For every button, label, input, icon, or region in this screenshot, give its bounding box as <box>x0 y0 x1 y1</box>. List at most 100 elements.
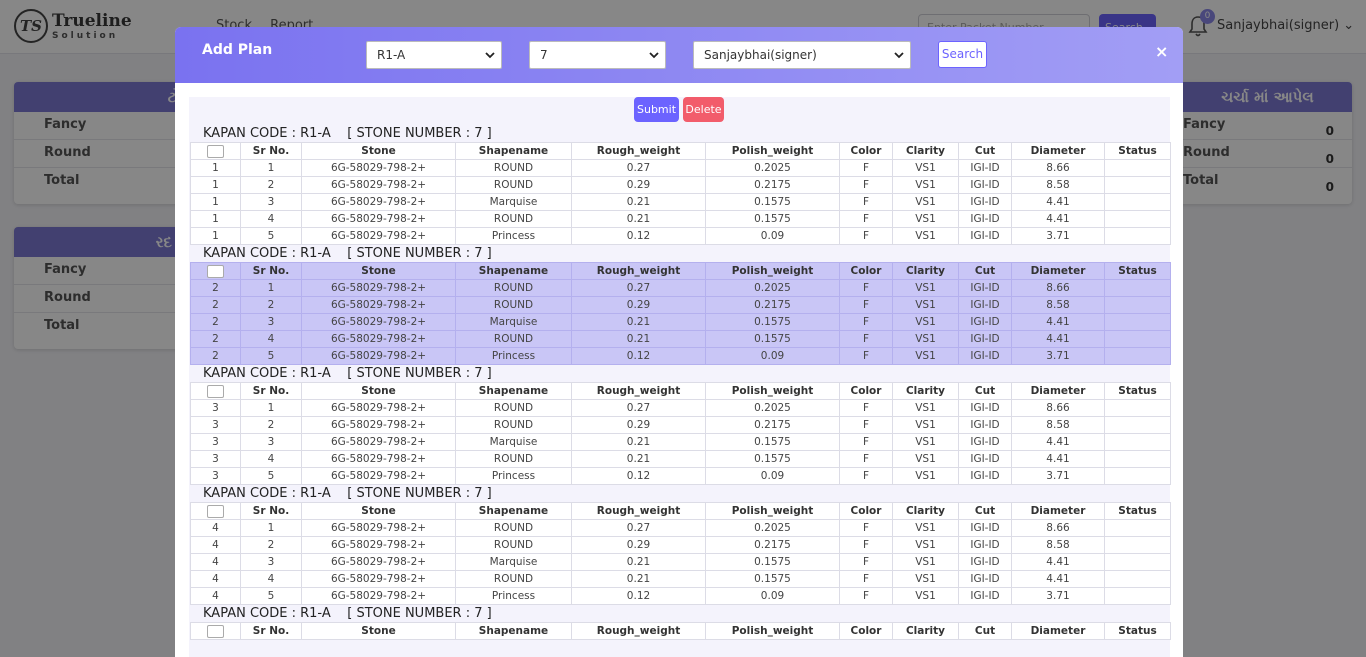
table-row[interactable]: 2 4 6G-58029-798-2+ ROUND 0.21 0.1575 F VS1 IGI-… <box>190 330 1171 348</box>
kapan-select-value: R1-A <box>377 48 406 62</box>
cell-clarity: VS1 <box>892 347 959 365</box>
card-row-total: Total <box>44 173 80 188</box>
cell-shapename: Princess <box>455 347 572 365</box>
header-status: Status <box>1104 622 1171 640</box>
cell-stone: 6G-58029-798-2+ <box>301 399 456 417</box>
cell-rough-weight: 0.29 <box>571 296 706 314</box>
table-row[interactable]: 4 1 6G-58029-798-2+ ROUND 0.27 0.2025 F VS1 IGI-… <box>190 519 1171 537</box>
table-row[interactable]: 3 1 6G-58029-798-2+ ROUND 0.27 0.2025 F VS1 IGI-… <box>190 399 1171 417</box>
select-all-cell <box>190 502 241 520</box>
table-row[interactable]: 1 4 6G-58029-798-2+ ROUND 0.21 0.1575 F VS1 IGI-… <box>190 210 1171 228</box>
cell-sr-no: 5 <box>240 467 302 485</box>
table-row[interactable]: 3 2 6G-58029-798-2+ ROUND 0.29 0.2175 F VS1 IGI-… <box>190 416 1171 434</box>
cell-cut: IGI-ID <box>958 159 1012 177</box>
table-row[interactable]: 4 4 6G-58029-798-2+ ROUND 0.21 0.1575 F VS1 IGI-… <box>190 570 1171 588</box>
cell-plan-no: 3 <box>190 450 241 468</box>
cell-rough-weight: 0.21 <box>571 553 706 571</box>
cell-sr-no: 4 <box>240 450 302 468</box>
table-row[interactable]: 2 1 6G-58029-798-2+ ROUND 0.27 0.2025 F VS1 IGI-… <box>190 279 1171 297</box>
table-header-row: Sr No. Stone Shapename Rough_weight Polish_w… <box>190 382 1171 400</box>
cell-status <box>1104 227 1171 245</box>
chevron-down-icon <box>894 52 904 59</box>
cell-color: F <box>839 587 893 605</box>
delete-button[interactable]: Delete <box>683 97 724 122</box>
select-all-cell <box>190 142 241 160</box>
cell-status <box>1104 399 1171 417</box>
search-button[interactable]: Search <box>938 41 987 68</box>
table-row[interactable]: 4 5 6G-58029-798-2+ Princess 0.12 0.09 F VS1 IGI… <box>190 587 1171 605</box>
cell-diameter: 8.58 <box>1011 416 1105 434</box>
cell-diameter: 3.71 <box>1011 347 1105 365</box>
close-icon[interactable]: × <box>1155 42 1169 61</box>
select-all-checkbox[interactable] <box>207 384 224 398</box>
cell-status <box>1104 450 1171 468</box>
cell-diameter: 3.71 <box>1011 587 1105 605</box>
table-row[interactable]: 2 3 6G-58029-798-2+ Marquise 0.21 0.1575 F VS1 I… <box>190 313 1171 331</box>
cell-plan-no: 2 <box>190 296 241 314</box>
cell-cut: IGI-ID <box>958 210 1012 228</box>
cell-stone: 6G-58029-798-2+ <box>301 330 456 348</box>
cell-polish-weight: 0.09 <box>705 227 840 245</box>
cell-polish-weight: 0.2175 <box>705 536 840 554</box>
table-row[interactable]: 3 3 6G-58029-798-2+ Marquise 0.21 0.1575 F VS1 I… <box>190 433 1171 451</box>
table-row[interactable]: 1 5 6G-58029-798-2+ Princess 0.12 0.09 F VS1 IGI… <box>190 227 1171 245</box>
table-row[interactable]: 1 2 6G-58029-798-2+ ROUND 0.29 0.2175 F VS1 IGI-… <box>190 176 1171 194</box>
cell-clarity: VS1 <box>892 279 959 297</box>
cell-status <box>1104 159 1171 177</box>
cell-shapename: Marquise <box>455 313 572 331</box>
select-all-checkbox[interactable] <box>207 144 224 158</box>
stone-select[interactable]: 7 <box>529 41 666 69</box>
cell-stone: 6G-58029-798-2+ <box>301 433 456 451</box>
select-all-checkbox[interactable] <box>207 624 224 638</box>
table-row[interactable]: 2 2 6G-58029-798-2+ ROUND 0.29 0.2175 F VS1 IGI-… <box>190 296 1171 314</box>
header-color: Color <box>839 262 893 280</box>
submit-button[interactable]: Submit <box>634 97 679 122</box>
cell-clarity: VS1 <box>892 553 959 571</box>
cell-color: F <box>839 416 893 434</box>
cell-status <box>1104 313 1171 331</box>
kapan-caption: KAPAN CODE : R1-A [ STONE NUMBER : 7 ] <box>203 606 492 621</box>
select-all-checkbox[interactable] <box>207 264 224 278</box>
cell-sr-no: 5 <box>240 227 302 245</box>
cell-shapename: ROUND <box>455 536 572 554</box>
table-row[interactable]: 3 4 6G-58029-798-2+ ROUND 0.21 0.1575 F VS1 IGI-… <box>190 450 1171 468</box>
table-row[interactable]: 4 2 6G-58029-798-2+ ROUND 0.29 0.2175 F VS1 IGI-… <box>190 536 1171 554</box>
table-row[interactable]: 1 3 6G-58029-798-2+ Marquise 0.21 0.1575 F VS1 I… <box>190 193 1171 211</box>
cell-sr-no: 5 <box>240 347 302 365</box>
header-stone: Stone <box>301 262 456 280</box>
logo[interactable]: TS Trueline Solution <box>14 9 132 43</box>
user-menu[interactable]: Sanjaybhai(signer) ⌄ <box>1217 18 1355 33</box>
header-rough-weight: Rough_weight <box>571 142 706 160</box>
cell-rough-weight: 0.27 <box>571 279 706 297</box>
header-shapename: Shapename <box>455 382 572 400</box>
logo-title: Trueline <box>52 11 132 31</box>
user-name: Sanjaybhai(signer) <box>1217 18 1340 33</box>
user-select[interactable]: Sanjaybhai(signer) <box>693 41 911 69</box>
plan-table: Sr No. Stone Shapename Rough_weight Polish_w… <box>190 142 1171 245</box>
cell-sr-no: 4 <box>240 570 302 588</box>
cell-stone: 6G-58029-798-2+ <box>301 553 456 571</box>
header-stone: Stone <box>301 142 456 160</box>
table-row[interactable]: 2 5 6G-58029-798-2+ Princess 0.12 0.09 F VS1 IGI… <box>190 347 1171 365</box>
table-row[interactable]: 3 5 6G-58029-798-2+ Princess 0.12 0.09 F VS1 IGI… <box>190 467 1171 485</box>
table-row[interactable]: 4 3 6G-58029-798-2+ Marquise 0.21 0.1575 F VS1 I… <box>190 553 1171 571</box>
table-header-row: Sr No. Stone Shapename Rough_weight Polish_w… <box>190 622 1171 640</box>
cell-clarity: VS1 <box>892 587 959 605</box>
table-row[interactable]: 1 1 6G-58029-798-2+ ROUND 0.27 0.2025 F VS1 IGI-… <box>190 159 1171 177</box>
header-polish-weight: Polish_weight <box>705 142 840 160</box>
cell-polish-weight: 0.09 <box>705 347 840 365</box>
cell-clarity: VS1 <box>892 176 959 194</box>
cell-cut: IGI-ID <box>958 330 1012 348</box>
cell-status <box>1104 553 1171 571</box>
header-sr-no: Sr No. <box>240 382 302 400</box>
cell-diameter: 4.41 <box>1011 193 1105 211</box>
cell-rough-weight: 0.21 <box>571 433 706 451</box>
select-all-checkbox[interactable] <box>207 504 224 518</box>
cell-sr-no: 1 <box>240 279 302 297</box>
cell-sr-no: 3 <box>240 433 302 451</box>
kapan-select[interactable]: R1-A <box>366 41 502 69</box>
header-shapename: Shapename <box>455 262 572 280</box>
cell-cut: IGI-ID <box>958 176 1012 194</box>
modal-header: Add Plan R1-A 7 Sanjaybhai(signer) Searc… <box>175 27 1183 83</box>
header-sr-no: Sr No. <box>240 622 302 640</box>
